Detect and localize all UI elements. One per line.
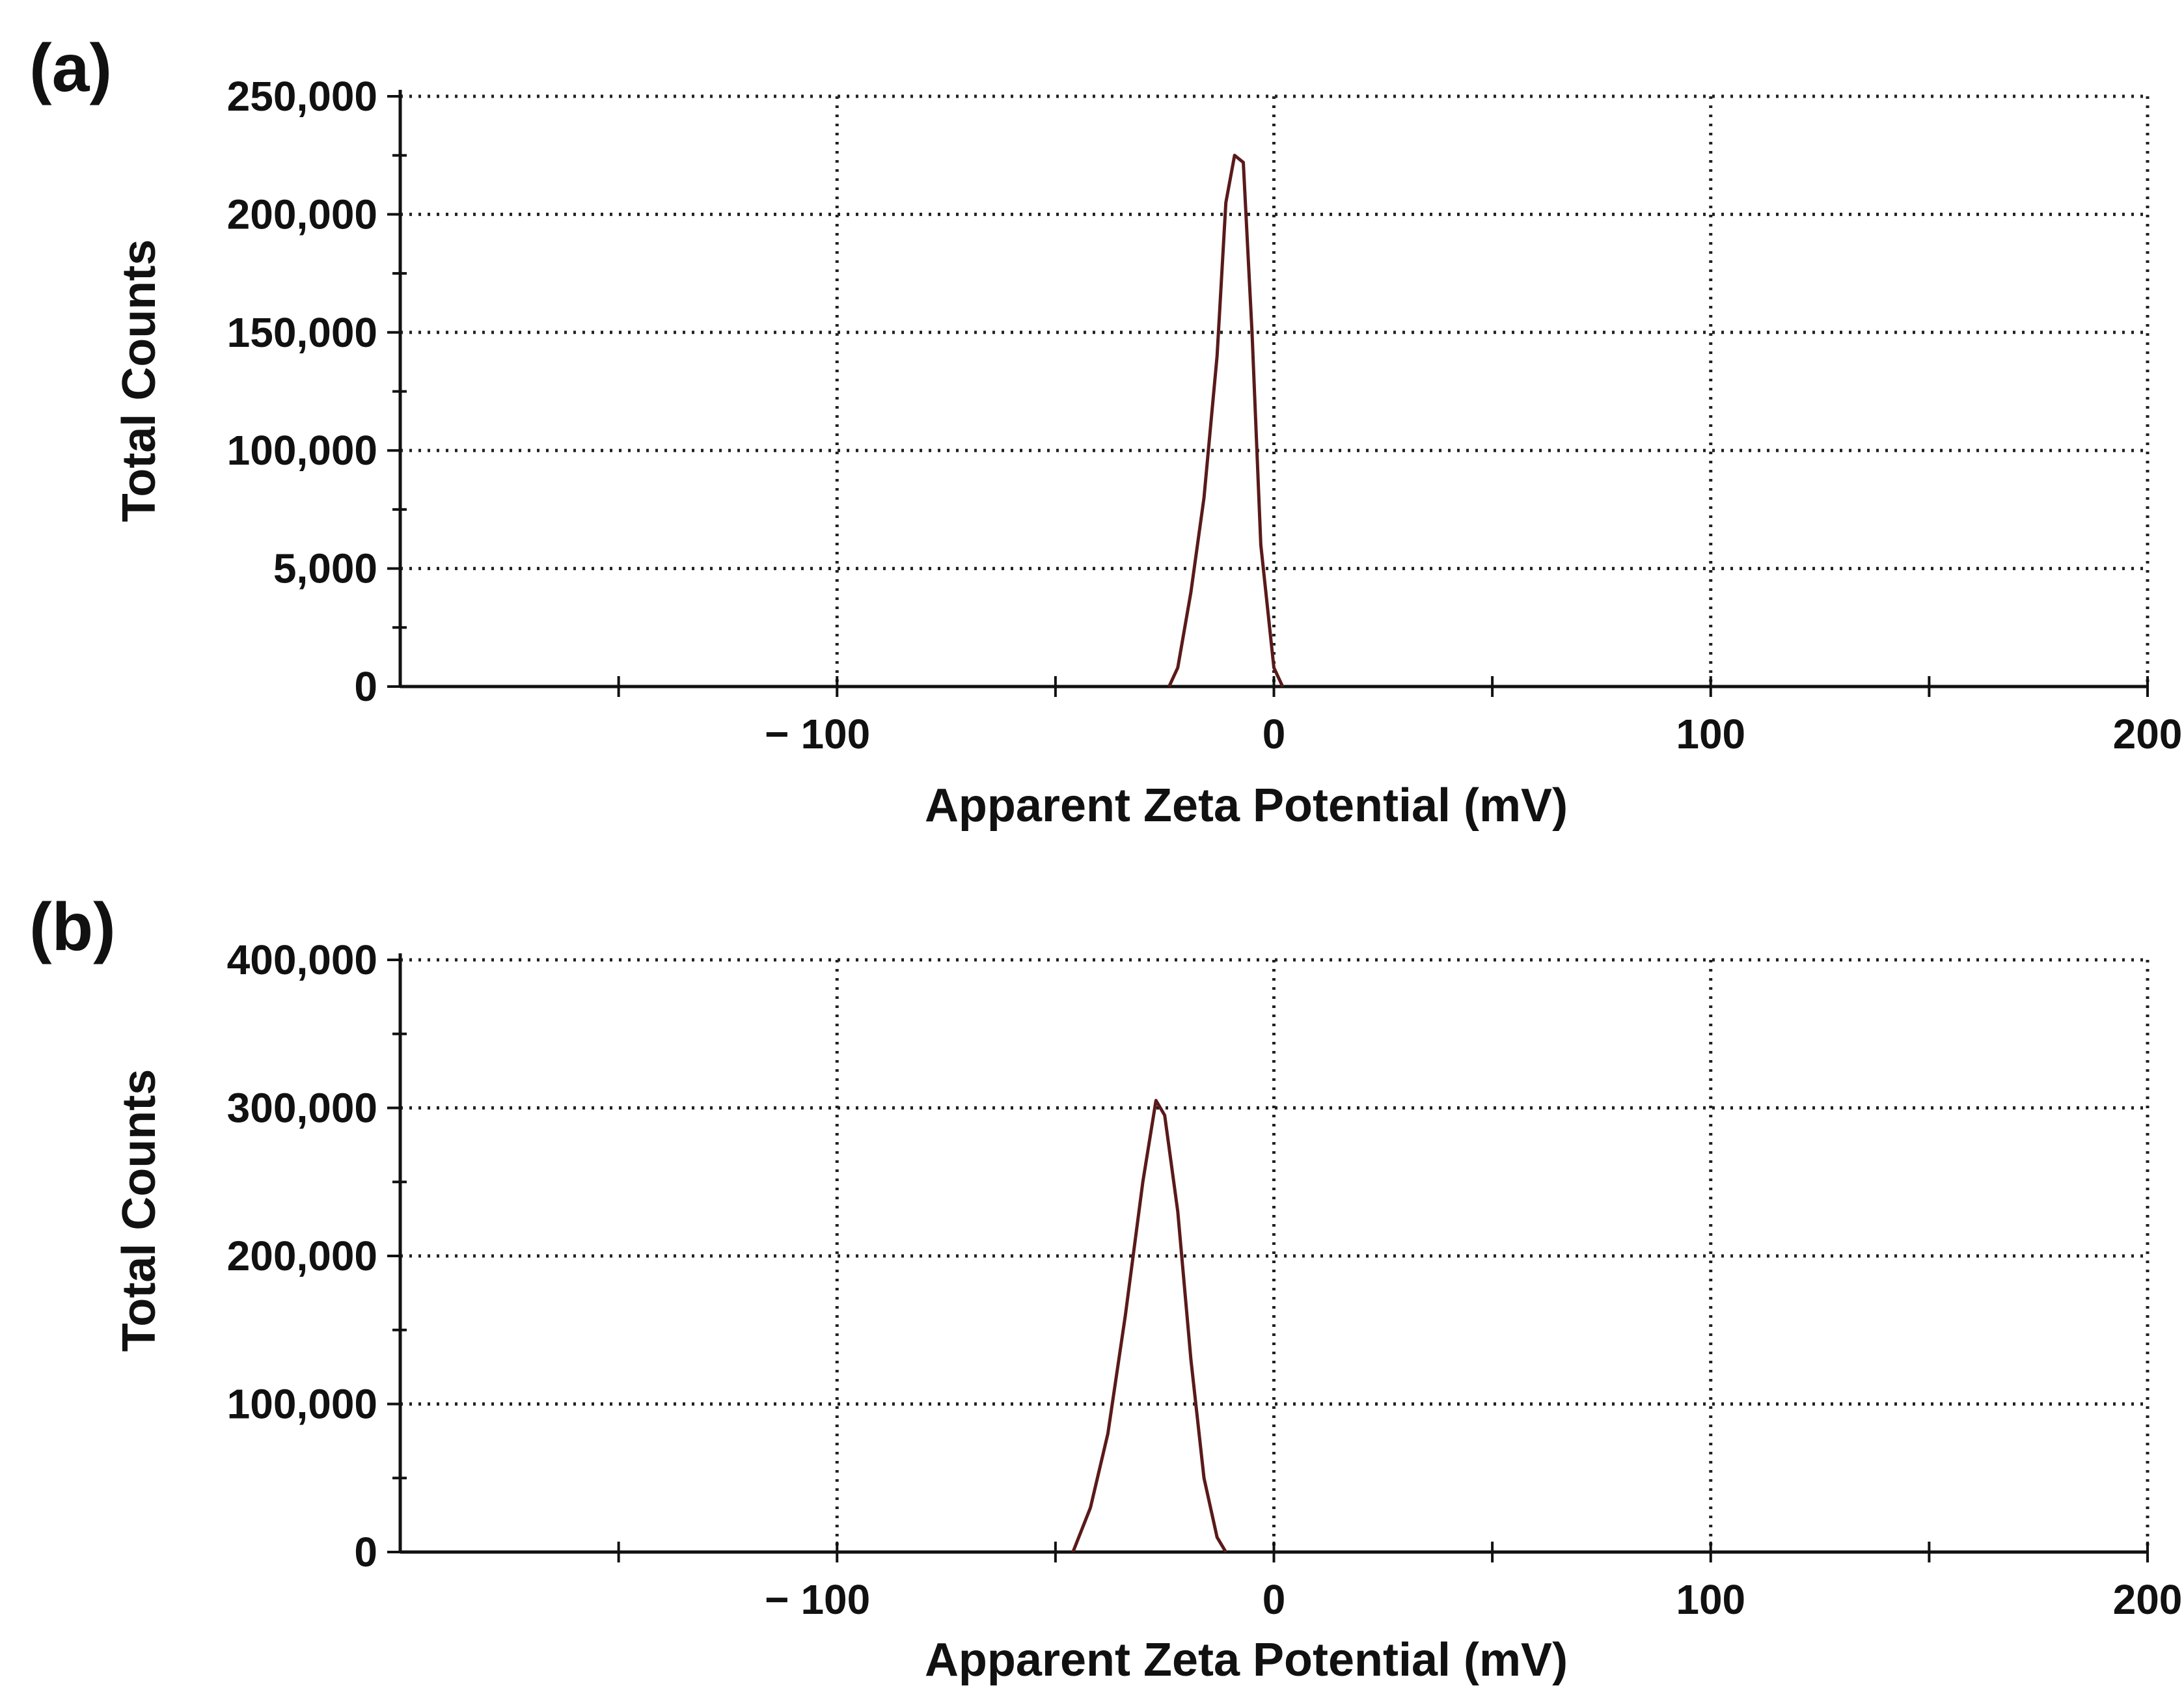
panel-a-y-tick-label: 5,000 [273, 545, 377, 592]
panel-a-x-tick-labels: − 100 0 100 200 [765, 711, 2182, 757]
panel-b-x-tick-label: 200 [2113, 1576, 2183, 1623]
panel-b-x-tick-label: − 100 [765, 1576, 870, 1623]
panel-a-y-tick-labels: 0 5,000 100,000 150,000 200,000 250,000 [227, 73, 377, 710]
panel-b-y-tick-label: 300,000 [227, 1085, 377, 1132]
panel-b-series-line-0 [1071, 1098, 1227, 1553]
panel-a-series [1167, 154, 1285, 688]
panel-a-y-axis-title: Total Counts [113, 239, 165, 523]
panel-a-gridlines [400, 94, 2150, 687]
panel-b-axes [387, 953, 2149, 1562]
panel-b-series [1071, 1098, 1227, 1553]
panel-b-y-tick-label: 200,000 [227, 1233, 377, 1279]
panel-b-gridlines [400, 958, 2150, 1552]
panel-a: (a) 0 5,000 100,000 150,000 200,000 250,000 −… [29, 31, 2182, 832]
panel-a-x-tick-label: 200 [2113, 711, 2183, 757]
panel-b-y-axis-title: Total Counts [113, 1069, 165, 1352]
panel-b-x-tick-label: 0 [1263, 1576, 1286, 1623]
panel-b-x-axis-title: Apparent Zeta Potential (mV) [925, 1634, 1568, 1686]
panel-a-y-tick-label: 0 [354, 663, 377, 710]
panel-a-y-tick-label: 250,000 [227, 73, 377, 120]
panel-b: (b) 0 100,000 200,000 300,000 400,000 − 100 0… [29, 890, 2182, 1686]
panel-a-x-tick-label: − 100 [765, 711, 870, 757]
panel-a-y-tick-label: 150,000 [227, 309, 377, 356]
panel-a-y-tick-label: 100,000 [227, 427, 377, 474]
panel-a-label: (a) [29, 31, 112, 106]
panel-b-y-tick-label: 100,000 [227, 1381, 377, 1428]
panel-b-label: (b) [29, 890, 116, 965]
panel-a-x-axis-title: Apparent Zeta Potential (mV) [925, 780, 1568, 832]
panel-b-y-tick-label: 0 [354, 1529, 377, 1575]
panel-b-x-tick-label: 100 [1676, 1576, 1745, 1623]
panel-a-x-tick-label: 0 [1263, 711, 1286, 757]
panel-a-y-tick-label: 200,000 [227, 191, 377, 238]
panel-b-y-tick-labels: 0 100,000 200,000 300,000 400,000 [227, 936, 377, 1575]
panel-b-x-tick-labels: − 100 0 100 200 [765, 1576, 2182, 1623]
panel-a-series-line-0 [1167, 154, 1285, 688]
panel-b-y-tick-label: 400,000 [227, 936, 377, 983]
panel-a-axes [387, 90, 2149, 697]
panel-a-x-tick-label: 100 [1676, 711, 1745, 757]
